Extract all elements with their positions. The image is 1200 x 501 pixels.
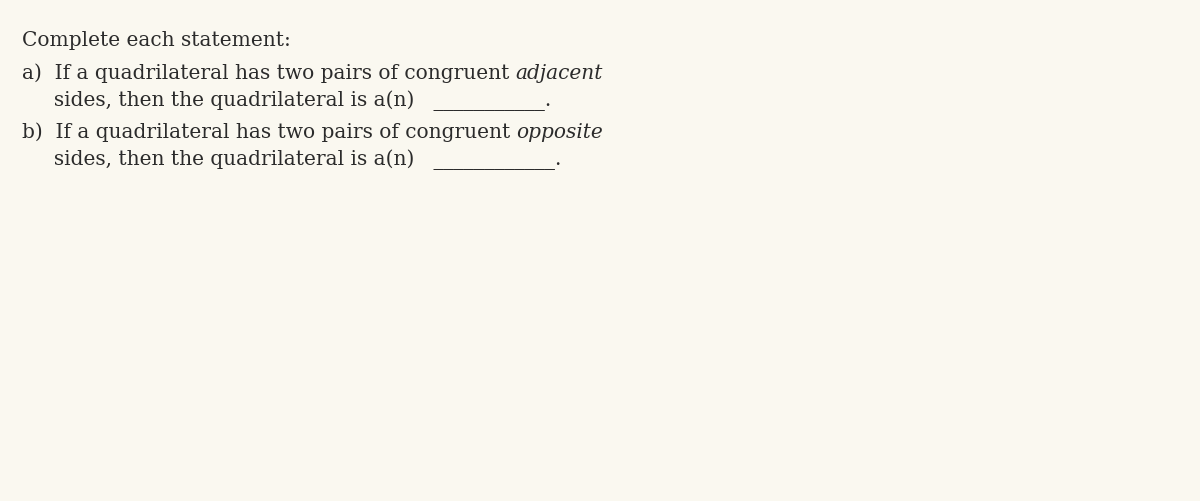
Text: adjacent: adjacent	[516, 64, 604, 83]
Text: a)  If a quadrilateral has two pairs of congruent: a) If a quadrilateral has two pairs of c…	[22, 63, 516, 83]
Text: opposite: opposite	[517, 123, 604, 142]
Text: b)  If a quadrilateral has two pairs of congruent: b) If a quadrilateral has two pairs of c…	[22, 122, 517, 142]
Text: sides, then the quadrilateral is a(n)   ____________.: sides, then the quadrilateral is a(n) __…	[22, 149, 562, 170]
Text: Complete each statement:: Complete each statement:	[22, 31, 290, 50]
Text: sides, then the quadrilateral is a(n)   ___________.: sides, then the quadrilateral is a(n) __…	[22, 90, 551, 111]
